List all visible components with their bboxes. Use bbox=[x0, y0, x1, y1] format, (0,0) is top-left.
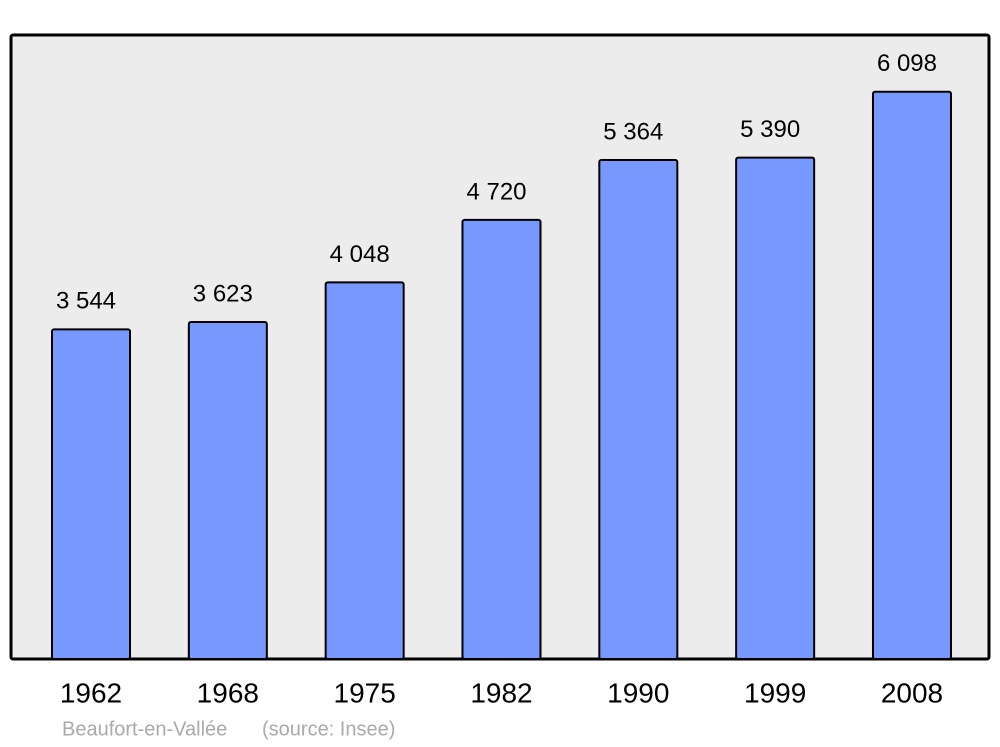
x-tick-label: 1999 bbox=[744, 677, 806, 708]
x-tick-label: 1990 bbox=[607, 677, 669, 708]
value-label: 3 623 bbox=[193, 280, 253, 307]
x-tick-label: 1968 bbox=[197, 677, 259, 708]
value-label: 6 098 bbox=[877, 50, 937, 77]
x-tick-label: 1962 bbox=[60, 677, 122, 708]
x-tick-label: 2008 bbox=[881, 677, 943, 708]
value-label: 5 390 bbox=[740, 116, 800, 143]
source: (source: Insee) bbox=[262, 718, 395, 740]
value-label: 4 720 bbox=[466, 178, 526, 205]
value-label: 4 048 bbox=[330, 241, 390, 268]
bar bbox=[324, 281, 405, 660]
bar bbox=[187, 320, 268, 660]
value-label: 3 544 bbox=[56, 288, 116, 315]
x-tick-label: 1982 bbox=[470, 677, 532, 708]
value-label: 5 364 bbox=[603, 118, 663, 145]
bar bbox=[51, 328, 131, 660]
bar bbox=[871, 90, 952, 660]
caption: Beaufort-en-Vallée bbox=[62, 718, 227, 740]
bar bbox=[461, 218, 542, 660]
bar bbox=[598, 159, 679, 660]
bar bbox=[735, 156, 816, 661]
x-tick-label: 1975 bbox=[334, 677, 396, 708]
